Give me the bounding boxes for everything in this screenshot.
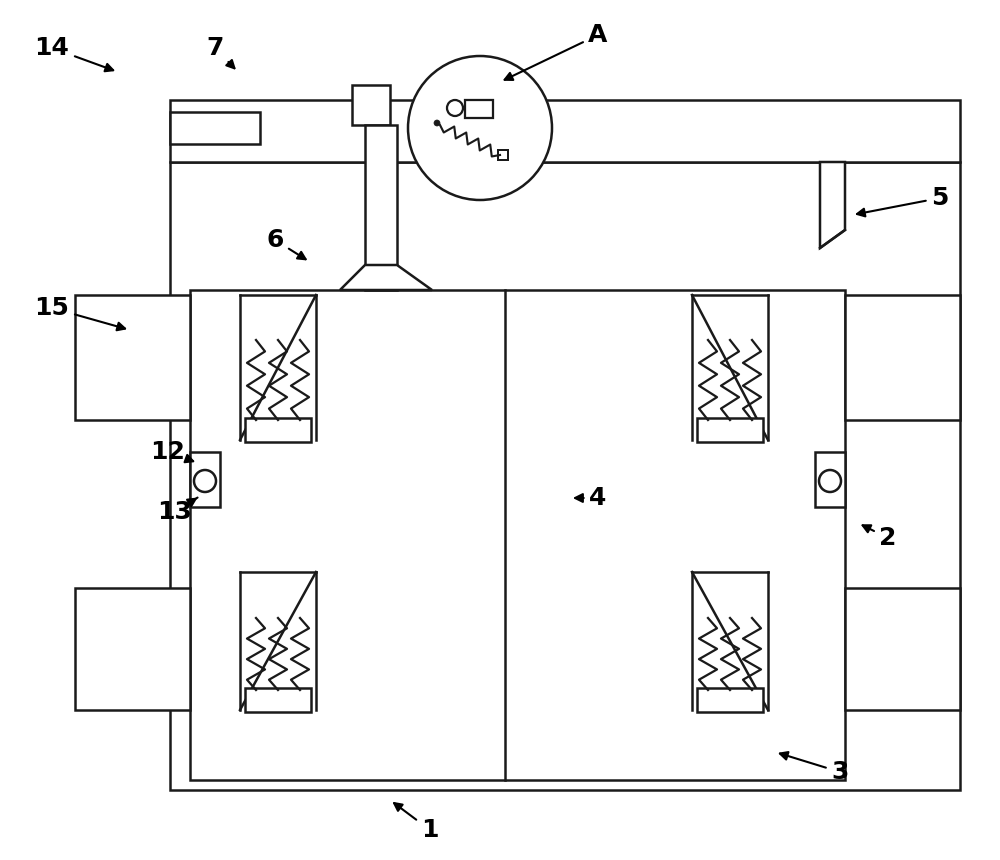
- Bar: [245, 418, 311, 442]
- Bar: [498, 150, 508, 160]
- Polygon shape: [340, 265, 432, 290]
- Bar: [845, 295, 960, 420]
- Bar: [75, 295, 190, 420]
- Text: A: A: [505, 23, 608, 80]
- Circle shape: [408, 56, 552, 200]
- Bar: [245, 688, 311, 712]
- Text: 15: 15: [35, 296, 125, 330]
- Bar: [845, 588, 960, 710]
- Text: 14: 14: [35, 36, 113, 71]
- Bar: [697, 418, 763, 442]
- Text: 7: 7: [206, 36, 234, 68]
- Bar: [815, 452, 845, 507]
- Bar: [190, 452, 220, 507]
- Text: 3: 3: [780, 752, 849, 784]
- Text: 5: 5: [857, 186, 949, 217]
- Bar: [352, 85, 390, 125]
- Text: 4: 4: [575, 486, 607, 510]
- Bar: [170, 112, 260, 144]
- Bar: [190, 290, 845, 780]
- Circle shape: [819, 470, 841, 492]
- Circle shape: [447, 100, 463, 116]
- Bar: [365, 125, 397, 290]
- Bar: [75, 588, 190, 710]
- Bar: [170, 162, 960, 790]
- Text: 12: 12: [151, 440, 193, 464]
- Text: 13: 13: [158, 498, 198, 524]
- Text: 1: 1: [394, 803, 439, 842]
- Bar: [170, 100, 960, 162]
- Text: 6: 6: [266, 228, 306, 259]
- Bar: [697, 688, 763, 712]
- Polygon shape: [820, 162, 845, 248]
- Bar: [465, 100, 493, 118]
- Circle shape: [434, 120, 440, 126]
- Text: 2: 2: [863, 525, 897, 550]
- Circle shape: [194, 470, 216, 492]
